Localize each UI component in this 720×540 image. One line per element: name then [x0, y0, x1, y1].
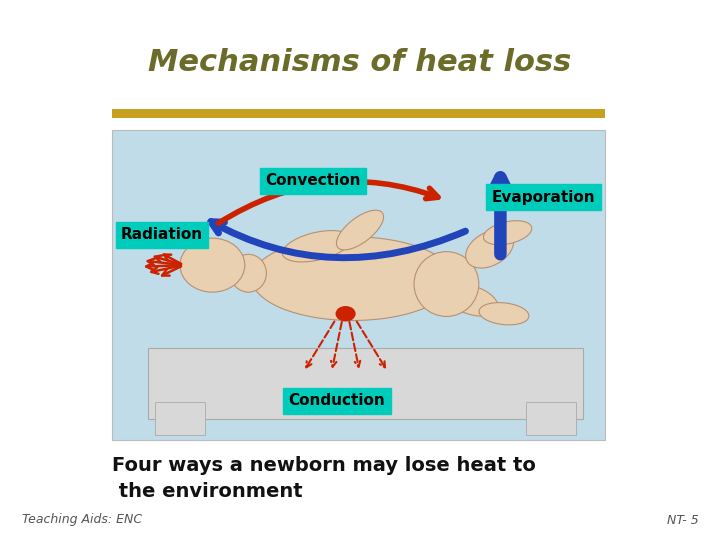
- Ellipse shape: [445, 285, 498, 316]
- Ellipse shape: [230, 254, 266, 292]
- Text: Convection: Convection: [266, 173, 361, 188]
- Circle shape: [336, 307, 355, 321]
- Ellipse shape: [252, 237, 454, 321]
- FancyBboxPatch shape: [148, 348, 583, 418]
- Ellipse shape: [466, 230, 513, 268]
- Text: Conduction: Conduction: [289, 393, 385, 408]
- Ellipse shape: [414, 252, 479, 316]
- Ellipse shape: [282, 231, 351, 262]
- Text: NT- 5: NT- 5: [667, 514, 698, 526]
- Ellipse shape: [336, 210, 384, 250]
- FancyBboxPatch shape: [155, 402, 205, 435]
- Ellipse shape: [180, 238, 245, 292]
- FancyBboxPatch shape: [112, 109, 605, 118]
- Text: Evaporation: Evaporation: [492, 190, 595, 205]
- Text: Four ways a newborn may lose heat to: Four ways a newborn may lose heat to: [112, 456, 536, 475]
- FancyBboxPatch shape: [112, 130, 605, 440]
- FancyBboxPatch shape: [526, 402, 576, 435]
- Text: the environment: the environment: [112, 482, 302, 501]
- Text: Radiation: Radiation: [121, 227, 203, 242]
- Text: Mechanisms of heat loss: Mechanisms of heat loss: [148, 48, 572, 77]
- Ellipse shape: [479, 302, 529, 325]
- Ellipse shape: [483, 221, 532, 245]
- Text: Teaching Aids: ENC: Teaching Aids: ENC: [22, 514, 142, 526]
